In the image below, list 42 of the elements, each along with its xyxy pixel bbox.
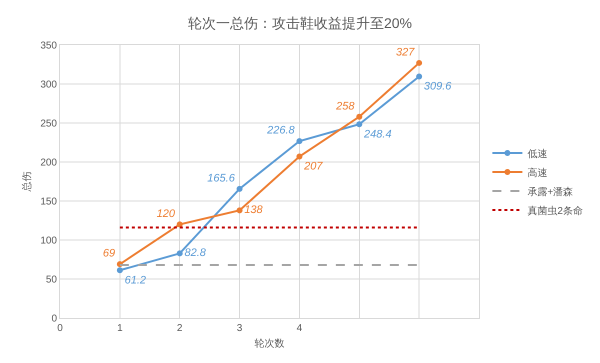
point xyxy=(416,74,422,80)
data-label: 327 xyxy=(396,46,416,58)
data-label: 165.6 xyxy=(207,172,236,184)
x-tick-label: 2 xyxy=(176,323,183,334)
data-label: 309.6 xyxy=(424,80,452,93)
point xyxy=(416,60,422,66)
legend-label: 低速 xyxy=(527,148,548,160)
point xyxy=(176,221,183,228)
y-tick-label: 350 xyxy=(40,40,58,52)
x-tick-label: 3 xyxy=(236,323,243,334)
point xyxy=(176,250,183,256)
data-label: 248.4 xyxy=(363,128,392,140)
point xyxy=(116,267,123,274)
data-label: 82.8 xyxy=(184,247,207,260)
point xyxy=(356,121,362,128)
data-label: 258 xyxy=(335,100,356,112)
x-axis-title: 轮次数 xyxy=(254,338,284,350)
y-tick-label: 0 xyxy=(51,314,58,324)
y-axis-title: 总伤 xyxy=(21,172,33,192)
data-label: 226.8 xyxy=(266,124,296,137)
legend-label: 真菌虫2条命 xyxy=(527,204,583,217)
y-tick-label: 300 xyxy=(40,80,58,90)
chart-title: 轮次一总伤：攻击鞋收益提升至20% xyxy=(188,14,412,31)
y-tick-label: 150 xyxy=(40,196,58,208)
data-label: 69 xyxy=(102,248,116,260)
data-label: 61.2 xyxy=(124,274,146,286)
y-tick-label: 100 xyxy=(40,236,58,246)
point xyxy=(236,186,243,192)
legend-label: 高速 xyxy=(527,166,548,179)
point xyxy=(296,138,302,144)
point xyxy=(236,207,243,214)
legend-label: 承露+潘森 xyxy=(527,186,574,198)
data-label: 138 xyxy=(244,204,264,216)
y-tick-label: 50 xyxy=(46,274,58,286)
x-tick-label: 1 xyxy=(117,323,124,334)
point xyxy=(296,154,302,160)
point xyxy=(356,114,362,120)
y-tick-label: 250 xyxy=(40,118,58,130)
y-tick-label: 200 xyxy=(40,158,58,168)
data-label: 207 xyxy=(303,160,324,173)
data-label: 120 xyxy=(156,208,176,220)
x-tick-label: 4 xyxy=(296,323,303,334)
